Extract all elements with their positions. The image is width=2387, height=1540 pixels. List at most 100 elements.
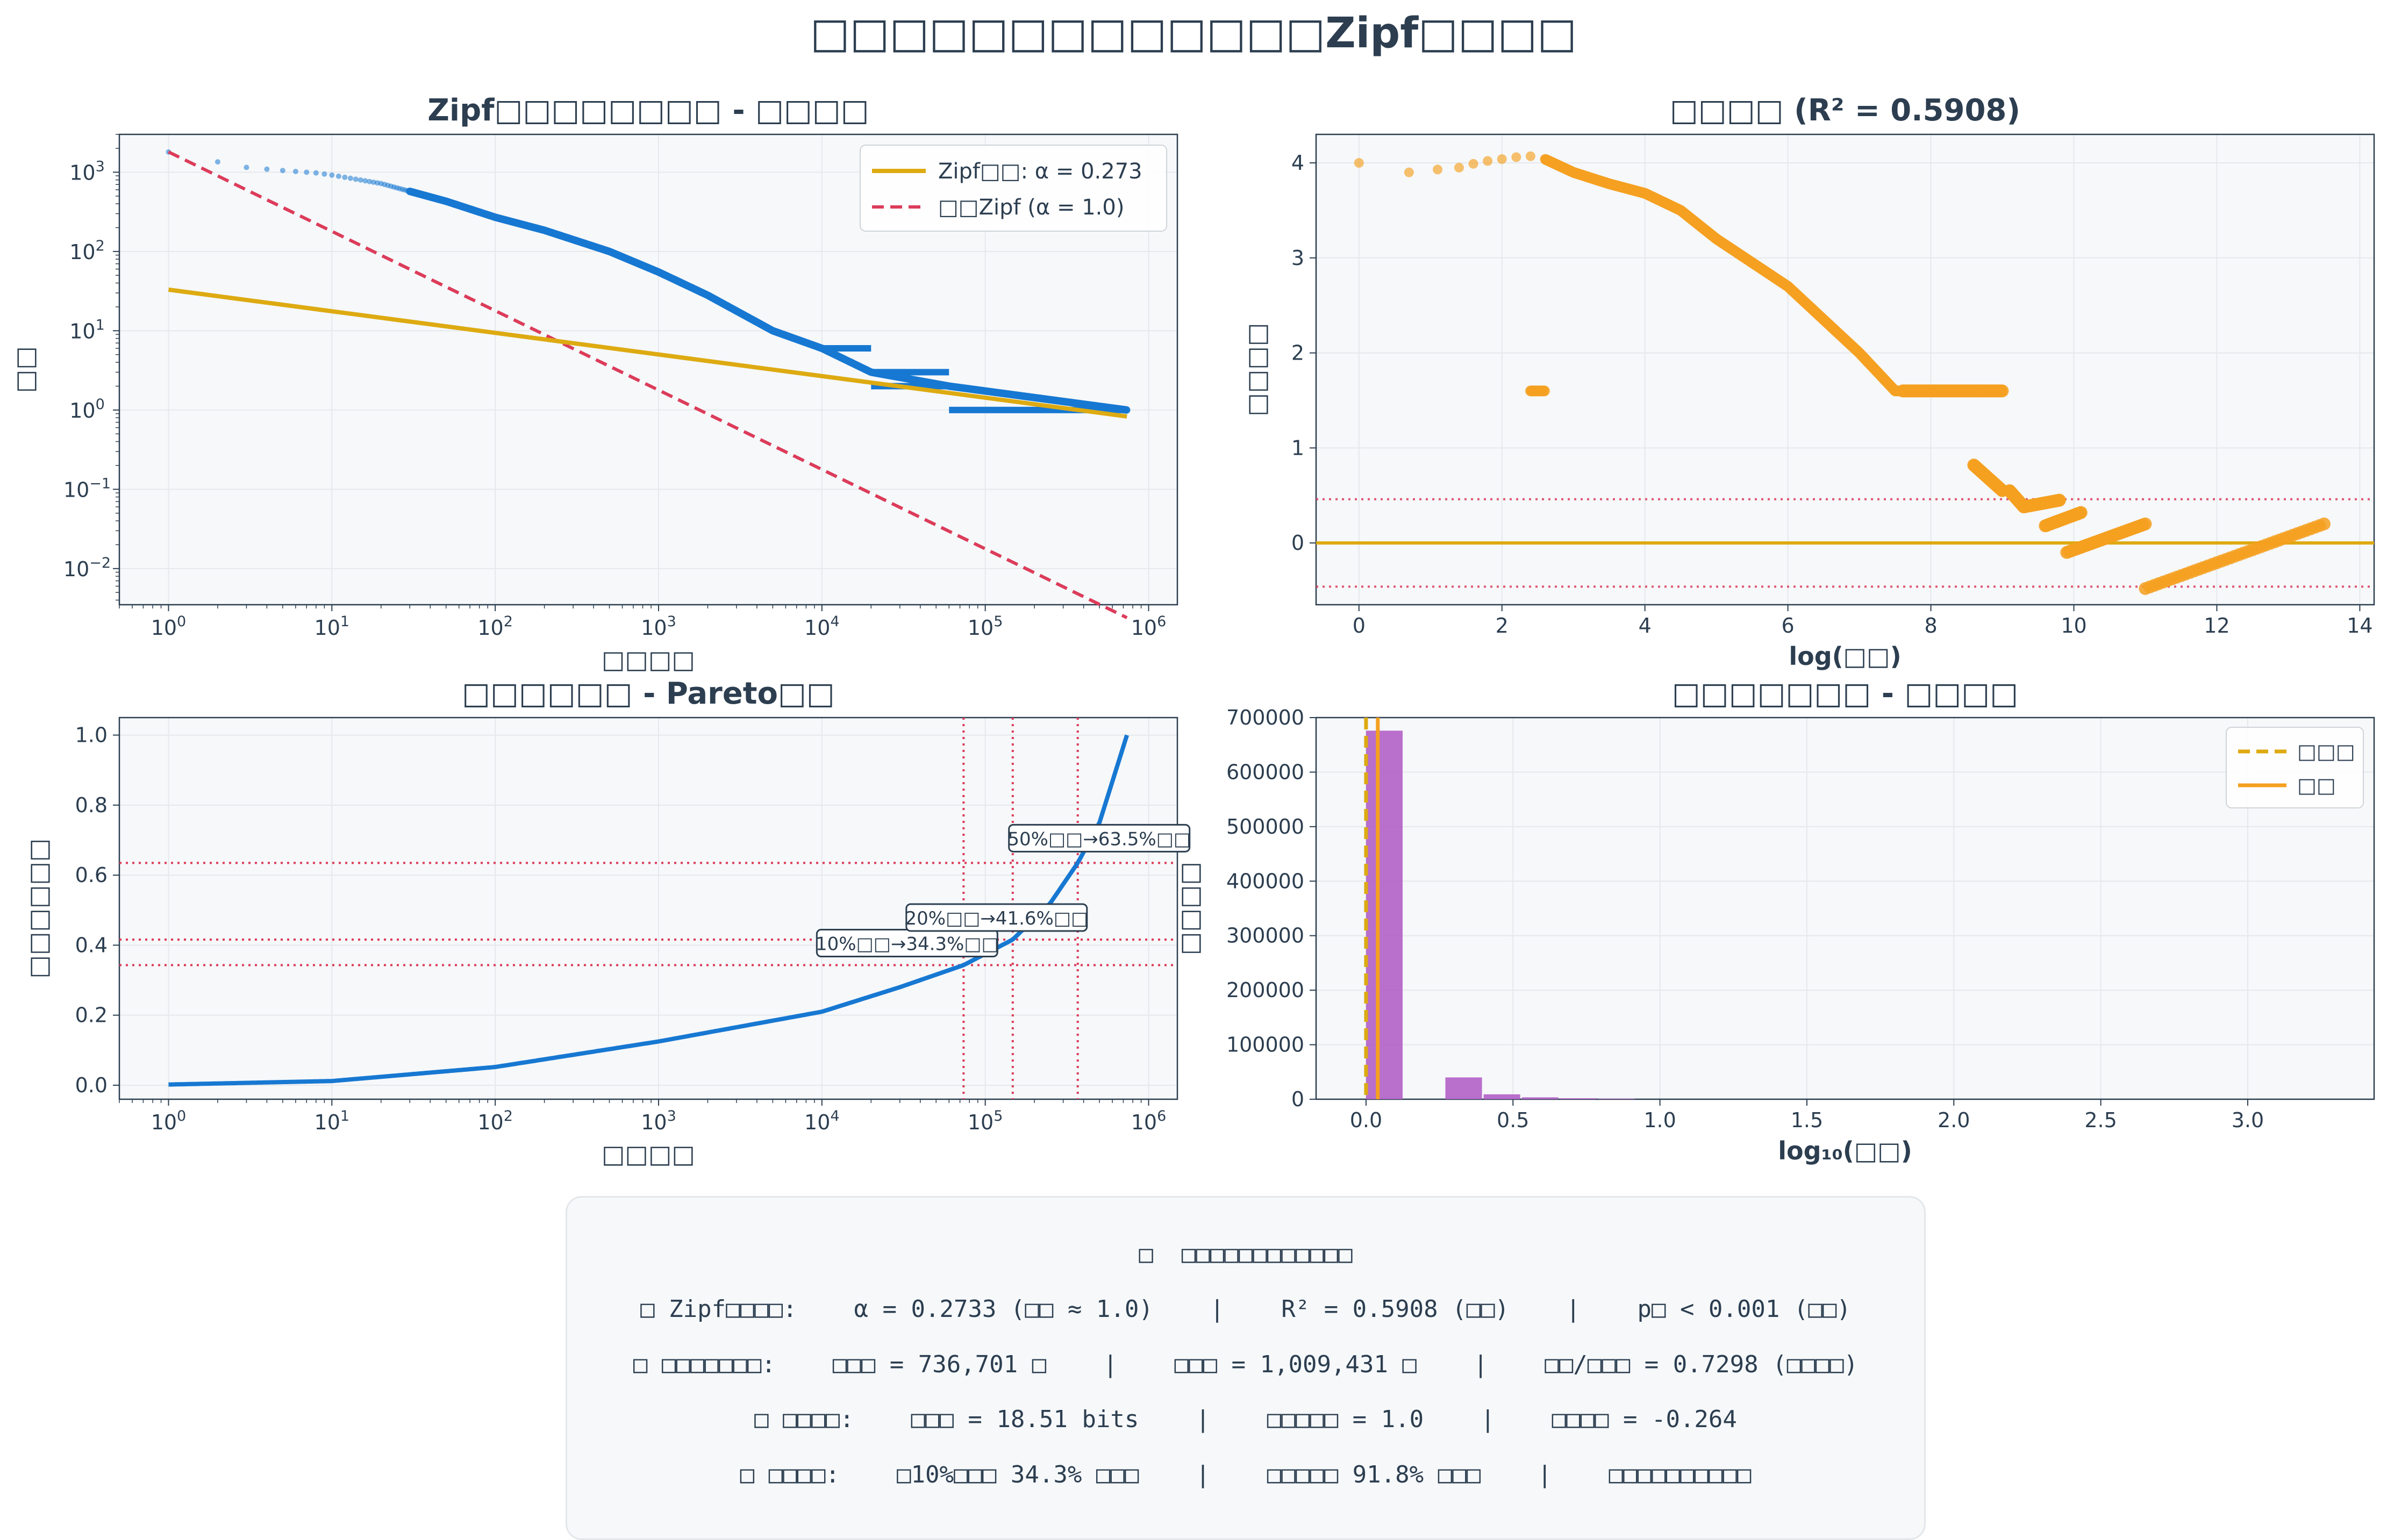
hist-xtick-label: 2.0: [1938, 1108, 1970, 1132]
hist-legend-median-label: □□□: [2297, 740, 2355, 763]
residuals-ylabel: □□□□: [1242, 323, 1271, 417]
zipf-fit-line: [168, 287, 1127, 419]
zipf-observed-points: [166, 149, 1131, 414]
residuals-title: □□□□ (R² = 0.5908): [1670, 93, 2020, 128]
pareto-title: □□□□□□ - Pareto□□: [462, 676, 835, 711]
pareto-xtick-label: 105: [968, 1108, 1003, 1134]
residuals-xtick-label: 0: [1353, 614, 1366, 638]
hist-bar: [1560, 1098, 1597, 1099]
residuals-xtick-label: 12: [2204, 614, 2229, 638]
pareto-xtick-label: 100: [151, 1108, 187, 1134]
hist-frame: [1315, 717, 2375, 1100]
summary-line-concentration: □ □□□□: □10%□□□ 34.3% □□□ | □□□□□ 91.8% …: [740, 1461, 1752, 1488]
residuals-ytick-label: 3: [1291, 246, 1304, 270]
zipf-ylabel: □□: [10, 346, 39, 393]
residual-point: [1996, 384, 2009, 398]
pareto-xtick-label: 104: [804, 1108, 840, 1134]
zipf-point: [264, 166, 270, 172]
hist-ytick-label: 500000: [1226, 815, 1304, 839]
zipf-point: [329, 172, 335, 178]
hist-ytick-label: 600000: [1226, 760, 1304, 784]
zipf-point: [367, 178, 373, 184]
pareto-annotation-label: 20%□□→41.6%□□: [905, 908, 1089, 929]
zipf-point: [244, 164, 249, 170]
residual-point: [1404, 167, 1414, 177]
pareto-xtick-label: 102: [477, 1108, 513, 1134]
panel-zipf: 100 101 102 103 104 105 106 10−2 10−1 100 101 102 10…: [10, 93, 1178, 674]
residuals-xlabel: log(□□): [1789, 642, 1901, 671]
residual-point: [2053, 493, 2066, 507]
hist-ytick-label: 0: [1291, 1087, 1304, 1111]
hist-bar: [1445, 1077, 1482, 1099]
residual-point: [1497, 154, 1507, 164]
hist-plot-area: [1316, 718, 2374, 1099]
zipf-xtick-label: 102: [477, 613, 513, 640]
residual-point: [1483, 156, 1493, 166]
zipf-point: [321, 171, 327, 177]
hist-bar: [1483, 1094, 1520, 1099]
residual-point: [1511, 152, 1521, 162]
zipf-ytick-label: 102: [69, 238, 105, 264]
pareto-annotation-box: [905, 903, 1088, 932]
hist-xtick-label: 3.0: [2232, 1108, 2264, 1132]
residual-point: [1539, 385, 1550, 397]
pareto-annotation: 10%□□→34.3%□□: [816, 929, 999, 958]
zipf-point: [362, 178, 368, 184]
zipf-point: [304, 169, 310, 175]
pareto-ytick-label: 1.0: [75, 724, 108, 747]
zipf-xtick-label: 101: [315, 613, 350, 640]
residuals-ytick-label: 2: [1291, 341, 1304, 365]
pareto-ylabel: □□□□□□: [24, 839, 53, 979]
zipf-xtick-label: 105: [968, 613, 1003, 640]
residual-points: [1354, 151, 2331, 595]
hist-xtick-label: 0.0: [1350, 1108, 1382, 1132]
hist-legend: □□□□□: [2226, 727, 2364, 808]
zipf-ytick-label: 101: [69, 317, 105, 343]
residual-point: [2139, 517, 2152, 531]
zipf-xtick-label: 104: [804, 613, 840, 640]
pareto-ytick-label: 0.6: [75, 863, 108, 887]
zipf-point: [292, 168, 298, 174]
pareto-annotation-label: 50%□□→63.5%□□: [1007, 828, 1191, 850]
pareto-ytick-label: 0.4: [75, 933, 108, 957]
residual-point: [1454, 162, 1464, 173]
residual-point: [2317, 517, 2331, 531]
residuals-frame: [1315, 133, 2375, 606]
zipf-point: [280, 168, 285, 174]
hist-ylabel: □□□□: [1175, 862, 1204, 955]
zipf-xtick-label: 100: [151, 613, 187, 640]
pareto-xtick-label: 101: [315, 1108, 350, 1134]
zipf-ytick-label: 10−2: [63, 555, 111, 581]
zipf-point: [215, 159, 220, 165]
residual-point: [1525, 151, 1535, 161]
residual-point: [1468, 159, 1478, 169]
residual-point: [2074, 506, 2088, 519]
panel-pareto: 100 101 102 103 104 105 106 0.0 0.2 0.4 0.6 0.8 1.0 □…: [24, 676, 1191, 1169]
zipf-point: [342, 174, 348, 180]
hist-xtick-label: 2.5: [2084, 1108, 2117, 1132]
pareto-xlabel: □□□□: [602, 1140, 695, 1169]
residuals-xtick-label: 2: [1496, 614, 1509, 638]
zipf-point: [353, 176, 359, 182]
zipf-point: [335, 173, 341, 179]
zipf-reference-line: [168, 151, 1128, 619]
residuals-xtick-label: 10: [2061, 614, 2086, 638]
zipf-xtick-label: 106: [1131, 613, 1167, 640]
zipf-legend-ref-label: □□Zipf (α = 1.0): [938, 195, 1124, 220]
hist-xtick-label: 0.5: [1497, 1108, 1529, 1132]
summary-line-zipf: □ Zipf□□□□: α = 0.2733 (□□ ≈ 1.0) | R² =…: [640, 1295, 1851, 1323]
zipf-xlabel: □□□□: [602, 645, 695, 674]
zipf-legend-box: [860, 145, 1167, 232]
pareto-xtick-label: 103: [641, 1108, 676, 1134]
zipf-point: [358, 177, 363, 183]
hist-title: □□□□□□□ - □□□□: [1672, 676, 2018, 711]
pareto-annotation: 20%□□→41.6%□□: [905, 903, 1089, 932]
pareto-annotation-box: [1008, 823, 1191, 853]
pareto-xtick-label: 106: [1131, 1108, 1167, 1134]
summary-box: □ □□□□□□□□□□□□ □ Zipf□□□□: α = 0.2733 (□…: [566, 1196, 1926, 1540]
zipf-xtick-label: 103: [641, 613, 676, 640]
residual-point: [1433, 164, 1443, 175]
panel-hist: 0.0 0.5 1.0 1.5 2.0 2.5 3.0 0 100000 200000 300000…: [1175, 676, 2375, 1165]
hist-bar: [1366, 730, 1403, 1099]
